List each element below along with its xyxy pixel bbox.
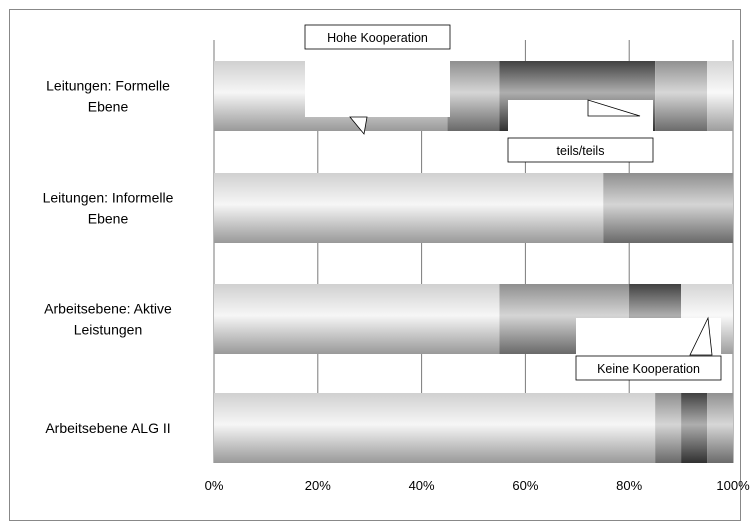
category-label: Leitungen: Formelle Ebene [46, 78, 170, 115]
x-tick-label: 0% [205, 478, 224, 493]
bar-segment [214, 173, 604, 243]
callout-text: Hohe Kooperation [327, 31, 428, 45]
bar-segment [603, 173, 733, 243]
x-tick-label: 20% [305, 478, 331, 493]
callout-pointer [349, 116, 368, 135]
bar-segment [707, 393, 733, 463]
bar-segment [655, 61, 708, 131]
callout-label-box [507, 137, 654, 163]
bar-segment [214, 393, 656, 463]
x-tick-label: 40% [409, 478, 435, 493]
callout-pointer [689, 316, 713, 356]
callout-label-box [304, 24, 451, 50]
callout-layer: Hohe Kooperation teils/teils Keine Koopera… [304, 24, 722, 381]
callout-text: Keine Kooperation [597, 362, 700, 376]
callout-label-box [575, 355, 722, 381]
category-label: Arbeitsebene: Aktive Leistungen [44, 301, 172, 338]
x-tick-label: 60% [512, 478, 538, 493]
callout: Hohe Kooperation [304, 24, 451, 135]
bar-segment [707, 61, 733, 131]
category-label: Leitungen: Informelle Ebene [43, 190, 174, 227]
callout: Keine Kooperation [575, 316, 722, 381]
category-label: Arbeitsebene ALG II [45, 420, 170, 436]
bar-layer [214, 61, 733, 463]
callout: teils/teils [507, 99, 654, 163]
bar-segment [447, 61, 500, 131]
category-labels: Leitungen: Formelle Ebene Leitungen: Infor… [43, 78, 174, 437]
bar-segment [655, 393, 682, 463]
bar-segment [214, 284, 500, 354]
x-tick-label: 80% [616, 478, 642, 493]
callout-pointer [587, 99, 641, 117]
x-tick-labels: 0% 20% 40% 60% 80% 100% [205, 478, 750, 493]
callout-text: teils/teils [557, 144, 605, 158]
bar-segment [681, 393, 708, 463]
x-tick-label: 100% [716, 478, 750, 493]
